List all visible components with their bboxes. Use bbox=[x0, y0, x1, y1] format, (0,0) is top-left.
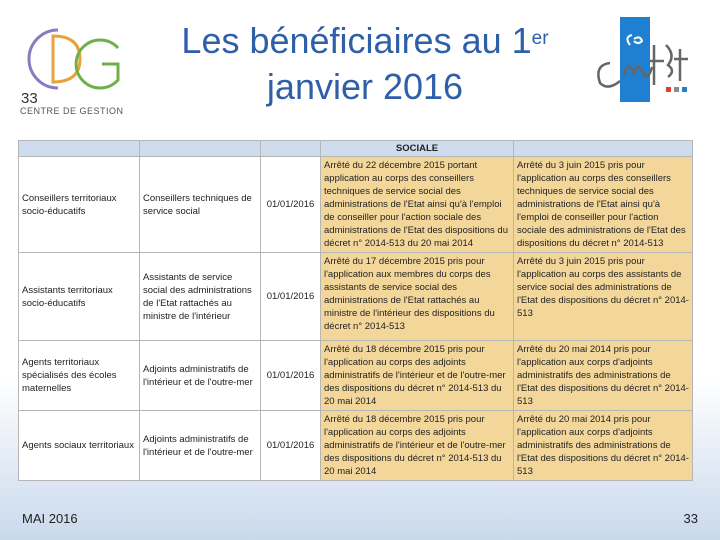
header-blank-cell bbox=[513, 140, 693, 157]
page-number: 33 bbox=[683, 511, 698, 526]
date-cell: 01/01/2016 bbox=[260, 410, 321, 481]
corps-cell: Assistants de service social des adminis… bbox=[139, 252, 261, 341]
cdg-caption: CENTRE DE GESTION bbox=[20, 106, 124, 116]
table-row: Agents territoriaux spécialisés des écol… bbox=[18, 340, 693, 411]
beneficiaries-table: SOCIALE Conseillers territoriaux socio-é… bbox=[18, 140, 693, 481]
title-line2: janvier 2016 bbox=[266, 66, 464, 107]
header-blank-cell bbox=[139, 140, 261, 157]
arrete-ref-cell: Arrêté du 20 mai 2014 pris pour l'applic… bbox=[513, 410, 693, 481]
title-sup: er bbox=[531, 28, 549, 49]
date-cell: 01/01/2016 bbox=[260, 252, 321, 341]
arrete-ref-cell: Arrêté du 3 juin 2015 pris pour l'applic… bbox=[513, 156, 693, 253]
cdg-logo-graphic bbox=[27, 28, 120, 90]
arrete-ref-cell: Arrêté du 20 mai 2014 pris pour l'applic… bbox=[513, 340, 693, 411]
cadre-cell: Agents sociaux territoriaux bbox=[18, 410, 140, 481]
corps-cell: Adjoints administratifs de l'intérieur e… bbox=[139, 410, 261, 481]
table-row: Assistants territoriaux socio-éducatifs … bbox=[18, 252, 693, 341]
arrete-cell: Arrêté du 18 décembre 2015 pris pour l'a… bbox=[320, 340, 514, 411]
table-row: Conseillers territoriaux socio-éducatifs… bbox=[18, 156, 693, 253]
table-header-row: SOCIALE bbox=[18, 140, 693, 157]
arrete-cell: Arrêté du 22 décembre 2015 portant appli… bbox=[320, 156, 514, 253]
beneficiaries-table-wrap: SOCIALE Conseillers territoriaux socio-é… bbox=[18, 140, 693, 481]
arrete-cell: Arrêté du 18 décembre 2015 pris pour l'a… bbox=[320, 410, 514, 481]
table-row: Agents sociaux territoriaux Adjoints adm… bbox=[18, 410, 693, 481]
header-sociale: SOCIALE bbox=[320, 140, 514, 157]
cnfpt-logo bbox=[590, 15, 700, 110]
cnfpt-logo-graphic bbox=[597, 17, 688, 102]
footer-date: MAI 2016 bbox=[22, 511, 78, 526]
arrete-ref-cell: Arrêté du 3 juin 2015 pris pour l'applic… bbox=[513, 252, 693, 341]
arrete-cell: Arrêté du 17 décembre 2015 pris pour l'a… bbox=[320, 252, 514, 341]
date-cell: 01/01/2016 bbox=[260, 340, 321, 411]
cadre-cell: Agents territoriaux spécialisés des écol… bbox=[18, 340, 140, 411]
corps-cell: Conseillers techniques de service social bbox=[139, 156, 261, 253]
cdg-number: 33 bbox=[21, 90, 38, 107]
date-cell: 01/01/2016 bbox=[260, 156, 321, 253]
corps-cell: Adjoints administratifs de l'intérieur e… bbox=[139, 340, 261, 411]
title-line1: Les bénéficiaires au 1 bbox=[181, 20, 532, 61]
cdg33-logo: 33 CENTRE DE GESTION bbox=[18, 18, 128, 118]
page-title: Les bénéficiaires au 1er janvier 2016 bbox=[150, 18, 580, 110]
header-blank-cell bbox=[260, 140, 321, 157]
cadre-cell: Assistants territoriaux socio-éducatifs bbox=[18, 252, 140, 341]
header-blank-cell bbox=[18, 140, 140, 157]
cadre-cell: Conseillers territoriaux socio-éducatifs bbox=[18, 156, 140, 253]
